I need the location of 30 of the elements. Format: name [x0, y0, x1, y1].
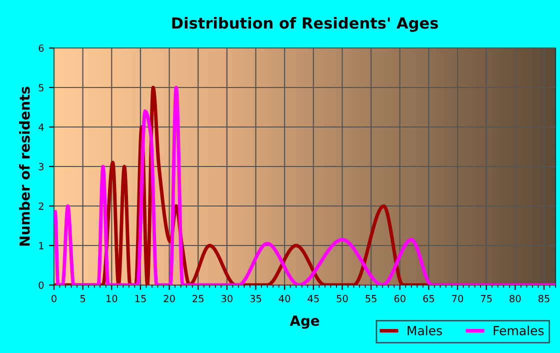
x-tick-label: 15 — [135, 295, 146, 302]
y-tick-label: 4 — [38, 124, 44, 131]
x-tick-label: 85 — [538, 294, 550, 302]
x-tick-label: 20 — [164, 294, 175, 302]
y-tick-label: 5 — [38, 84, 44, 92]
y-tick-label: 2 — [38, 202, 44, 210]
y-tick-label: 1 — [39, 242, 44, 250]
legend-label: Females — [494, 326, 544, 336]
y-tick-label: 3 — [38, 162, 44, 170]
x-tick-label: 30 — [221, 294, 232, 302]
x-tick-label: 50 — [336, 294, 348, 302]
x-tick-label: 65 — [423, 294, 434, 302]
x-tick-label: 10 — [106, 294, 118, 302]
x-tick-label: 0 — [52, 294, 56, 302]
x-axis-title: Age — [290, 316, 320, 329]
y-tick-label: 6 — [38, 44, 44, 52]
y-axis-title: Number of residents — [19, 86, 30, 246]
x-tick-label: 35 — [250, 294, 262, 302]
y-tick-label: 0 — [38, 281, 44, 289]
x-tick-label: 40 — [278, 294, 290, 302]
x-tick-label: 60 — [394, 294, 406, 302]
x-tick-label: 55 — [366, 295, 376, 302]
x-tick-label: 45 — [308, 295, 319, 302]
x-tick-label: 5 — [80, 295, 86, 302]
chart-title: Distribution of Residents' Ages — [172, 16, 438, 32]
x-tick-label: 70 — [452, 294, 464, 302]
x-tick-label: 25 — [192, 294, 204, 302]
x-tick-label: 75 — [480, 295, 492, 302]
x-tick-label: 80 — [510, 294, 521, 302]
legend-label: Males — [408, 326, 442, 336]
